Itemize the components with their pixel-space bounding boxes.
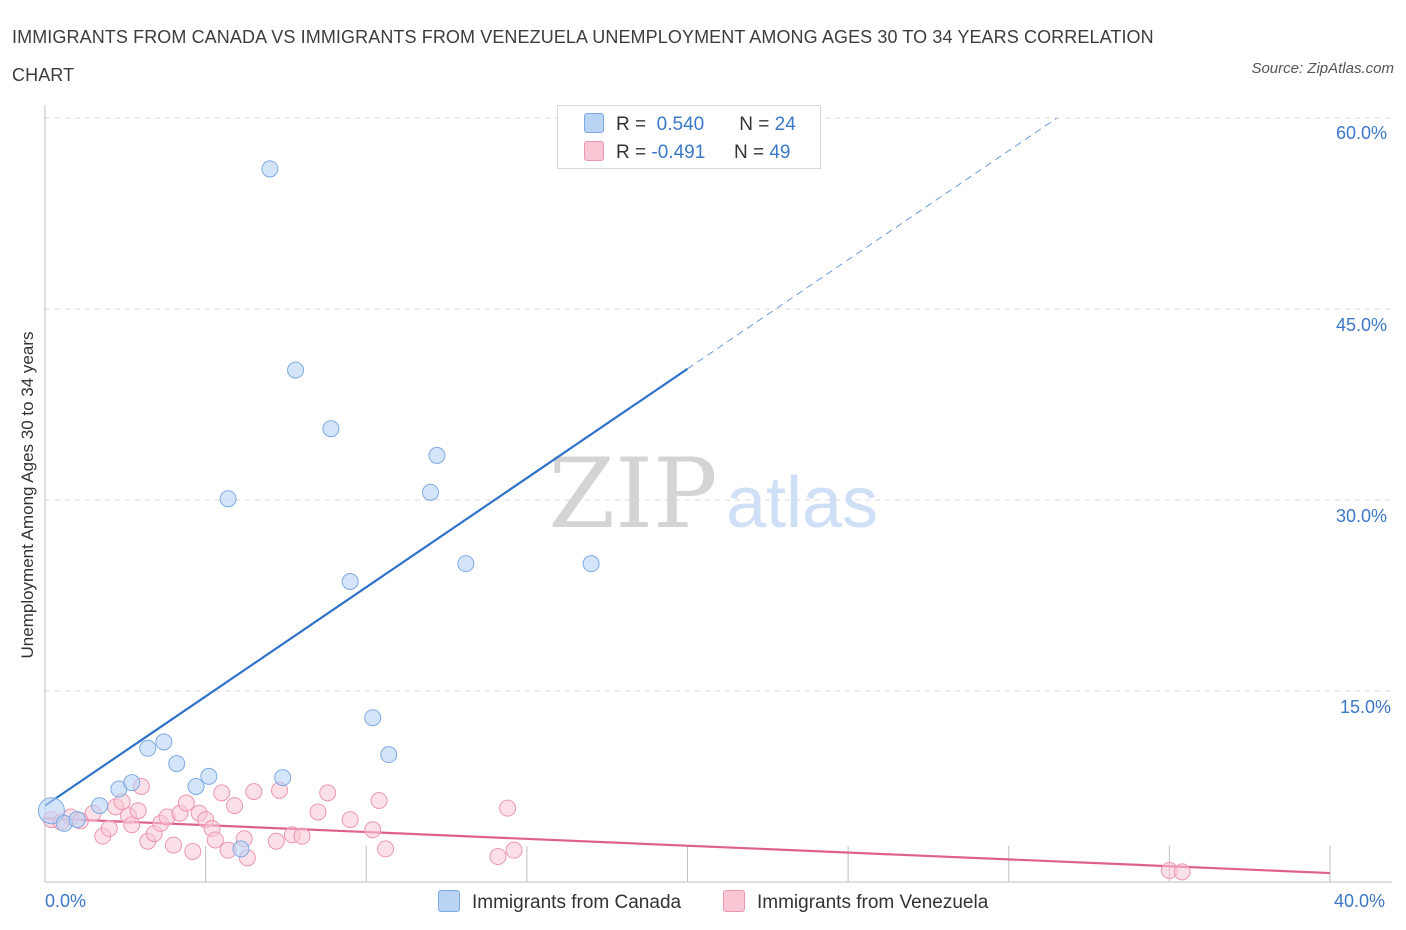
canada-point (200, 767, 218, 785)
canada-point (168, 755, 186, 773)
legend-r-value: 0.540 (656, 114, 705, 135)
canada-point (428, 446, 446, 464)
source-note: Source: ZipAtlas.com (1251, 60, 1394, 77)
y-tick-label: 45.0% (1336, 315, 1388, 335)
canada-point (123, 774, 141, 792)
venezuela-point (206, 831, 224, 849)
venezuela-point (293, 827, 311, 845)
legend-r-label: R = (616, 114, 647, 135)
canada-point (232, 840, 250, 858)
venezuela-point (213, 784, 231, 802)
canada-point (422, 483, 439, 501)
venezuela-point (319, 784, 337, 802)
trend-layer (44, 117, 1331, 875)
x-tick-label-min: 0.0% (45, 891, 87, 911)
y-tick-label: 15.0% (1340, 697, 1392, 717)
legend-label-canada: Immigrants from Canada (472, 892, 682, 913)
y-tick-label: 30.0% (1336, 506, 1388, 526)
canada-point (287, 361, 305, 379)
venezuela-point (267, 832, 285, 850)
canada-point (37, 797, 65, 825)
venezuela-point (489, 848, 507, 866)
venezuela-point (505, 841, 523, 859)
canada-point (187, 778, 205, 795)
canada-point (457, 555, 475, 573)
canada-point (261, 160, 279, 178)
canada-point (341, 572, 359, 590)
venezuela-trend-line (44, 817, 1331, 875)
chart-title: IMMIGRANTS FROM CANADA VS IMMIGRANTS FRO… (12, 27, 1154, 85)
venezuela-point (377, 840, 395, 858)
venezuela-point (100, 820, 118, 838)
venezuela-point (165, 836, 182, 854)
legend-n-value: 49 (769, 142, 791, 163)
points-layer (37, 160, 1191, 881)
venezuela-point (245, 783, 263, 801)
canada-point (219, 490, 237, 508)
venezuela-point (370, 792, 388, 810)
venezuela-point (123, 816, 141, 834)
venezuela-swatch (584, 141, 604, 161)
stats-legend: R = 0.540 N = 24 R = -0.491 N = 49 (557, 105, 821, 169)
canada-swatch (584, 113, 604, 133)
legend-r-label: R = (616, 142, 647, 163)
canada-point (322, 420, 340, 438)
canada-point (274, 769, 292, 787)
venezuela-point (364, 821, 382, 839)
legend-row-canada: R = 0.540 N = 24 (584, 113, 796, 135)
bottom-legend-venezuela: Immigrants from Venezuela (723, 890, 988, 914)
y-axis-title-wrap: Unemployment Among Ages 30 to 34 years (16, 300, 40, 690)
venezuela-point (499, 799, 517, 817)
legend-row-venezuela: R = -0.491 N = 49 (584, 141, 790, 163)
legend-n-value: 24 (774, 114, 796, 135)
watermark-atlas: atlas (726, 463, 878, 543)
venezuela-point (226, 797, 244, 815)
legend-n-label: N = (739, 114, 770, 135)
canada-point (155, 733, 173, 751)
venezuela-legend-swatch (723, 890, 745, 912)
venezuela-point (341, 811, 359, 829)
legend-label-venezuela: Immigrants from Venezuela (757, 892, 989, 913)
venezuela-point (1173, 863, 1191, 881)
watermark: ZIP atlas (548, 438, 878, 550)
canada-legend-swatch (438, 890, 460, 912)
canada-point (91, 797, 109, 815)
canada-trend-line (44, 367, 689, 807)
canada-point (380, 746, 398, 764)
venezuela-point (184, 842, 202, 860)
canada-point (68, 811, 86, 829)
y-axis-title: Unemployment Among Ages 30 to 34 years (18, 331, 37, 659)
venezuela-point (129, 802, 147, 820)
venezuela-point (177, 794, 195, 812)
canada-point (139, 739, 157, 757)
axis-layer (44, 105, 1392, 883)
legend-n-label: N = (733, 142, 765, 163)
venezuela-point (309, 803, 327, 821)
bottom-legend-canada: Immigrants from Canada (438, 890, 681, 914)
watermark-zip: ZIP (548, 438, 717, 550)
canada-point (364, 709, 382, 727)
x-tick-label-max: 40.0% (1334, 891, 1386, 911)
grid-layer (45, 117, 1392, 692)
y-tick-label: 60.0% (1336, 123, 1388, 143)
canada-trend-extension (687, 117, 1058, 370)
canada-point (582, 555, 600, 573)
legend-r-value: -0.491 (651, 142, 706, 163)
